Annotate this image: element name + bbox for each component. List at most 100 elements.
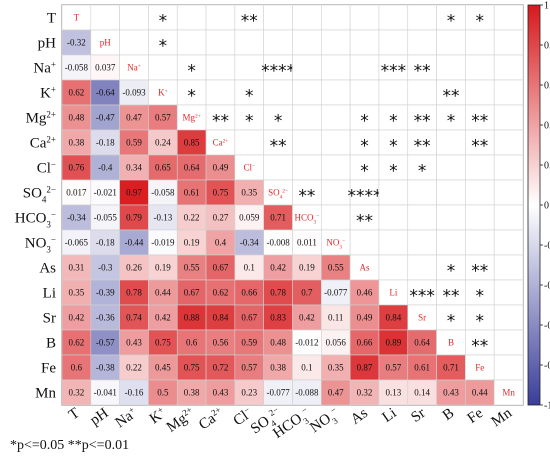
cell-value: 0.46: [357, 288, 373, 298]
significance-cell: [205, 79, 236, 106]
significance-cell: [436, 79, 466, 106]
heatmap-cell: [234, 254, 264, 281]
cell-value: 0.65: [155, 163, 171, 173]
heatmap-cell: [61, 204, 92, 231]
significance-cell: [176, 79, 207, 106]
heatmap-cell: [234, 354, 264, 381]
significance-stars: *: [476, 312, 485, 332]
heatmap-cell: [263, 254, 293, 281]
significance-stars: *: [389, 137, 398, 157]
cell-value: 0.4: [215, 238, 227, 248]
significance-stars: *: [447, 262, 456, 282]
significance-cell: [407, 129, 437, 156]
cell-value: -0.012: [295, 338, 318, 348]
cell-value: -0.021: [94, 188, 117, 198]
diagonal-label: Mn: [502, 388, 515, 398]
colorbar-tick-label: -1: [544, 401, 550, 412]
significance-cell: [349, 54, 380, 81]
cell-value: 0.47: [328, 388, 344, 398]
cell-value: 0.44: [472, 388, 488, 398]
colorbar-tick-label: 1: [544, 1, 549, 12]
diagonal-cell: [292, 204, 322, 231]
heatmap-cell: [349, 354, 380, 381]
heatmap-cell: [148, 279, 178, 306]
significance-cell: [407, 54, 437, 81]
significance-cell: [349, 29, 380, 56]
cell-value: 0.32: [357, 388, 373, 398]
cell-value: -0.18: [96, 238, 115, 248]
diagonal-label: Ca2+: [213, 138, 229, 148]
heatmap-cell: [205, 379, 236, 406]
cell-value: -0.13: [153, 213, 172, 223]
diagonal-label: Cl−: [244, 163, 256, 173]
heatmap-cell: [90, 79, 120, 106]
significance-cell: [263, 154, 293, 181]
significance-cell: [465, 179, 495, 206]
heatmap-cell: [148, 254, 178, 281]
cell-value: 0.26: [126, 263, 142, 273]
cell-value: 0.48: [69, 113, 85, 123]
significance-cell: [234, 79, 264, 106]
significance-cell: [436, 104, 466, 131]
column-label: T: [66, 405, 83, 423]
significance-stars: **: [212, 112, 229, 132]
significance-cell: [119, 29, 149, 56]
diagonal-cell: [263, 179, 293, 206]
cell-value: 0.42: [155, 313, 171, 323]
cell-value: 0.49: [213, 163, 229, 173]
significance-cell: [465, 4, 495, 31]
significance-cell: [321, 204, 351, 231]
significance-stars: **: [471, 262, 488, 282]
significance-cell: [493, 304, 524, 331]
diagonal-cell: [90, 29, 120, 56]
cell-value: 0.74: [126, 313, 142, 323]
row-label: SO42−: [23, 185, 56, 205]
column-label: Fe: [465, 405, 487, 427]
significance-note: *p<=0.05 **p<=0.01: [10, 438, 130, 453]
significance-cell: [465, 204, 495, 231]
heatmap-cell: [263, 379, 293, 406]
column-label: Na+: [112, 404, 140, 431]
significance-stars: *: [274, 112, 283, 132]
significance-cell: [292, 154, 322, 181]
significance-cell: [465, 154, 495, 181]
significance-cell: [205, 54, 236, 81]
significance-stars: **: [471, 337, 488, 357]
cell-value: 0.57: [155, 113, 171, 123]
significance-cell: [378, 4, 409, 31]
cell-value: 0.24: [155, 138, 171, 148]
significance-cell: [263, 4, 293, 31]
cell-value: -0.077: [266, 388, 290, 398]
diagonal-label: As: [360, 263, 370, 273]
significance-cell: [263, 54, 293, 81]
cell-value: 0.38: [270, 363, 286, 373]
cell-value: 0.19: [299, 263, 315, 273]
significance-stars: *: [447, 112, 456, 132]
colorbar: 1 0.8 0.6 0.4 0.2 0 -0.2 -0.4 -0.6 -0.8 -1: [527, 1, 550, 412]
significance-cell: [493, 254, 524, 281]
cell-value: 0.44: [155, 288, 171, 298]
significance-cell: [292, 4, 322, 31]
cell-value: -0.008: [266, 238, 290, 248]
diagonal-label: HCO3−: [295, 213, 320, 226]
cell-value: -0.077: [324, 288, 348, 298]
cell-value: 0.61: [414, 363, 430, 373]
heatmap-cell: [119, 104, 149, 131]
cell-value: 0.97: [126, 188, 142, 198]
row-label: B: [46, 336, 56, 352]
heatmap-cell: [465, 379, 495, 406]
significance-cell: [292, 104, 322, 131]
cell-value: 0.48: [270, 338, 286, 348]
row-label: Mg2+: [26, 110, 56, 127]
cell-value: -0.058: [65, 63, 89, 73]
cell-value: -0.47: [96, 113, 115, 123]
heatmap-cell: [321, 354, 351, 381]
significance-stars: ****: [261, 62, 295, 82]
heatmap-cell: [205, 204, 236, 231]
cell-value: 0.78: [126, 288, 142, 298]
significance-cell: [436, 29, 466, 56]
cell-value: 0.22: [184, 213, 200, 223]
significance-stars: *: [389, 162, 398, 182]
significance-cell: [378, 204, 409, 231]
colorbar-tick-label: 0.2: [544, 161, 550, 172]
